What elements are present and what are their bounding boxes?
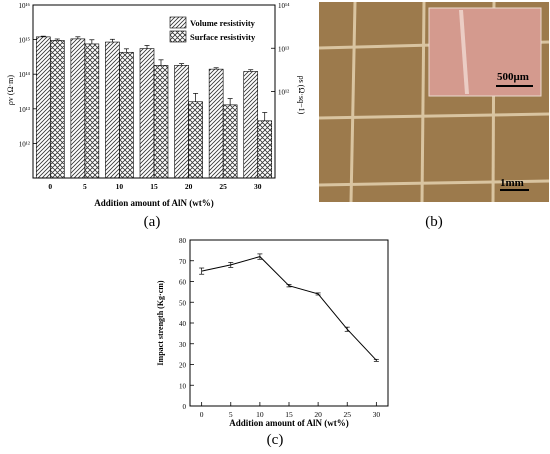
bar-surface-resistivity (257, 120, 273, 179)
bar-surface-resistivity (188, 101, 203, 179)
impact-strength-line (201, 256, 377, 361)
y-tick-label-c: 0 (183, 403, 187, 411)
y-tick-label-c: 20 (179, 362, 187, 370)
bar-volume-resistivity (139, 48, 155, 179)
x-tick-label-a: 30 (254, 182, 262, 191)
panel-label-b: (b) (425, 214, 443, 230)
y-tick-label-right: 10¹⁴ (278, 2, 290, 10)
y-tick-label-c: 80 (179, 237, 187, 245)
legend-swatch-volume (169, 16, 187, 29)
x-tick-label-c: 20 (314, 410, 322, 419)
resistivity-bar-chart: 10¹² 10¹³ 10¹⁴ 10¹⁵ 10¹⁶ 10¹² 10¹³ 10¹⁴ 0 5 10 15 20… (6, 2, 305, 208)
plot-area-c (189, 239, 389, 407)
impact-strength-line-chart: 0 10 20 30 40 50 60 70 80 0 5 10 15 20 25 30 Impact str… (156, 237, 389, 428)
photo-scale-label: 1mm (500, 177, 524, 189)
legend-label-surface: Surface resistivity (190, 32, 256, 42)
y-axis-title-right: ρs (Ω·sq−1) (297, 76, 305, 115)
x-tick-label-c: 15 (285, 410, 293, 419)
x-tick-label-c: 5 (229, 410, 233, 419)
y-tick-label-right: 10¹² (278, 89, 289, 97)
bar-surface-resistivity (84, 43, 100, 179)
bar-surface-resistivity (222, 104, 238, 179)
panel-label-a: (a) (143, 214, 161, 230)
bar-volume-resistivity (35, 36, 51, 179)
x-tick-label-a: 20 (185, 182, 193, 191)
micrograph-inset (428, 7, 542, 97)
x-tick-label-a: 15 (150, 182, 158, 191)
y-tick-label-c: 30 (179, 341, 187, 349)
y-tick-label-c: 10 (179, 382, 187, 390)
y-tick-label-c: 50 (179, 299, 187, 307)
x-tick-label-c: 10 (256, 410, 264, 419)
x-tick-label-a: 0 (48, 182, 52, 191)
bar-surface-resistivity (49, 40, 65, 179)
legend-a: Volume resistivity Surface resistivity (169, 16, 256, 43)
x-tick-label-c: 0 (200, 410, 204, 419)
bar-volume-resistivity (243, 71, 259, 179)
x-tick-label-a: 5 (83, 182, 87, 191)
y-tick-label-left: 10¹⁶ (18, 2, 30, 10)
y-tick-label-c: 40 (179, 320, 187, 328)
y-axis-title-c: Impact strength (Kg·cm) (156, 280, 165, 366)
y-axis-title-left: ρv (Ω·m) (6, 75, 15, 105)
grid-photograph: 500μm 1mm (319, 2, 549, 202)
legend-label-volume: Volume resistivity (190, 18, 256, 28)
y-tick-label-left: 10¹⁵ (18, 37, 30, 45)
bar-volume-resistivity (70, 38, 86, 179)
bar-volume-resistivity (105, 41, 120, 179)
x-tick-label-c: 25 (343, 410, 351, 419)
bar-surface-resistivity (119, 51, 134, 179)
bar-surface-resistivity (153, 65, 169, 179)
x-tick-label-c: 30 (373, 410, 381, 419)
x-tick-label-a: 10 (116, 182, 124, 191)
x-axis-title-c: Addition amount of AlN (wt%) (229, 418, 349, 428)
y-tick-label-right: 10¹³ (278, 45, 289, 53)
x-tick-label-a: 25 (219, 182, 227, 191)
inset-highlight (459, 10, 469, 94)
y-tick-label-left: 10¹² (19, 140, 30, 148)
y-tick-label-left: 10¹³ (19, 106, 30, 114)
x-axis-title-a: Addition amount of AlN (wt%) (94, 198, 214, 208)
bar-volume-resistivity (174, 65, 189, 179)
grid-photograph-svg: 500μm 1mm (319, 2, 549, 202)
y-tick-label-left: 10¹⁴ (18, 71, 30, 79)
panel-label-c: (c) (266, 432, 284, 448)
y-tick-label-c: 70 (179, 258, 187, 266)
inset-scale-label: 500μm (497, 71, 529, 83)
legend-swatch-surface (169, 30, 187, 43)
y-tick-label-c: 60 (179, 279, 187, 287)
bar-volume-resistivity (208, 68, 224, 179)
